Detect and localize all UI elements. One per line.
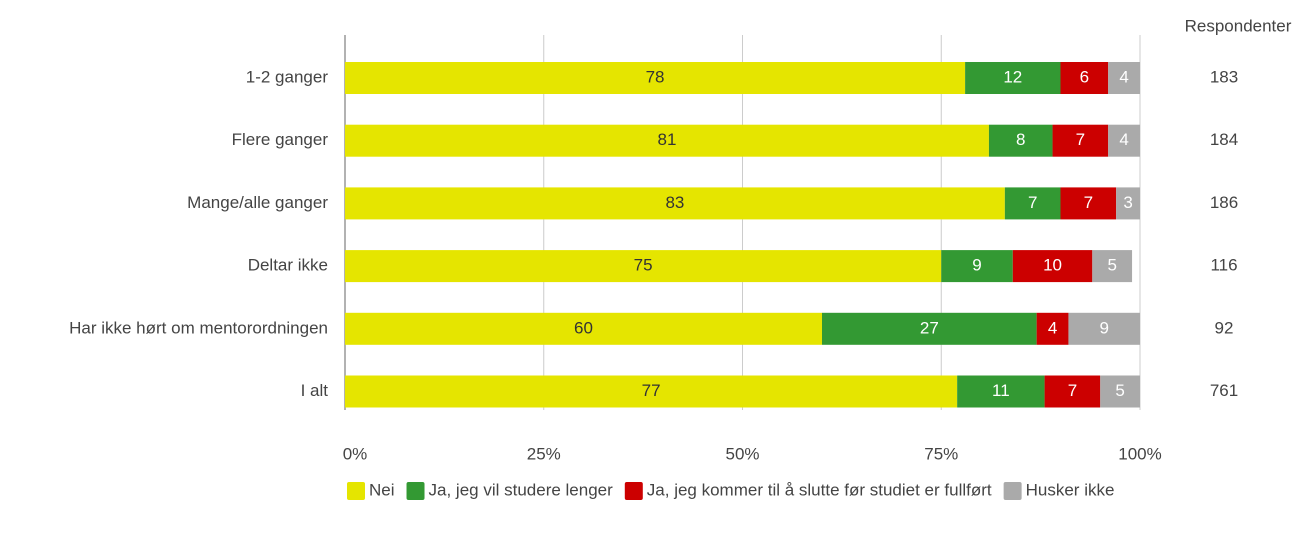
bar-segment (1036, 312, 1069, 345)
data-label: 9 (972, 256, 981, 275)
bar-segment (1108, 124, 1140, 157)
data-label: 12 (1003, 67, 1022, 86)
respondents-value: 116 (1210, 256, 1237, 275)
data-label: 5 (1107, 256, 1116, 275)
bar-segment (1068, 312, 1140, 345)
x-tick-label: 75% (924, 444, 958, 463)
category-label: Deltar ikke (248, 256, 328, 275)
bar-segment (941, 250, 1013, 283)
data-label: 9 (1099, 318, 1108, 337)
bar-segment (1092, 250, 1133, 283)
data-label: 4 (1048, 318, 1057, 337)
respondents-value: 183 (1210, 67, 1238, 86)
bar-segment (822, 312, 1037, 345)
legend-label: Ja, jeg vil studere lenger (429, 480, 614, 499)
legend-swatch (347, 482, 365, 500)
category-label: Har ikke hørt om mentorordningen (69, 318, 328, 337)
bar-segment (1060, 62, 1109, 94)
x-tick-label: 100% (1118, 444, 1161, 463)
x-tick-label: 50% (725, 444, 759, 463)
data-label: 6 (1080, 67, 1089, 86)
data-label: 3 (1123, 193, 1132, 212)
data-label: 7 (1076, 130, 1085, 149)
legend-swatch (406, 482, 425, 500)
data-label: 7 (1028, 193, 1037, 212)
category-label: Mange/alle ganger (187, 193, 328, 212)
respondents-value: 186 (1210, 193, 1238, 212)
bar-segment (345, 312, 822, 345)
data-label: 83 (665, 193, 684, 212)
bar-segment (345, 250, 942, 283)
data-label: 7 (1084, 193, 1093, 212)
category-label: 1-2 ganger (246, 67, 329, 86)
data-label: 5 (1115, 381, 1124, 400)
data-label: 77 (642, 381, 661, 400)
legend-label: Ja, jeg kommer til å slutte før studiet … (647, 480, 992, 499)
bar-segment (345, 187, 1005, 220)
bar-segment (1004, 187, 1061, 220)
bar-segment (1012, 250, 1093, 283)
bar-segment (345, 375, 958, 408)
bar-segment (1044, 375, 1101, 408)
x-tick-label: 0% (343, 444, 368, 463)
data-label: 7 (1068, 381, 1077, 400)
legend-swatch (1003, 482, 1022, 500)
data-label: 81 (658, 130, 677, 149)
bar-segment (1108, 62, 1140, 94)
data-label: 75 (634, 256, 653, 275)
bar-segment (965, 62, 1061, 94)
category-label: Flere ganger (232, 130, 329, 149)
data-label: 4 (1119, 130, 1128, 149)
bar-segment (957, 375, 1045, 408)
data-label: 10 (1043, 256, 1062, 275)
data-label: 78 (646, 67, 665, 86)
respondents-value: 184 (1210, 130, 1238, 149)
bar-segment (1052, 124, 1109, 157)
legend-swatch (624, 482, 643, 500)
respondents-value: 92 (1215, 318, 1234, 337)
legend-label: Nei (369, 480, 395, 499)
data-label: 60 (574, 318, 593, 337)
bar-segment (1060, 187, 1117, 220)
data-label: 8 (1016, 130, 1025, 149)
data-label: 4 (1119, 67, 1128, 86)
category-label: I alt (301, 381, 329, 400)
respondents-value: 761 (1210, 381, 1238, 400)
bar-segment (1116, 187, 1140, 220)
legend-label: Husker ikke (1026, 480, 1115, 499)
data-label: 11 (992, 381, 1010, 400)
bar-segment (345, 62, 966, 94)
x-tick-label: 25% (527, 444, 561, 463)
data-label: 27 (920, 318, 939, 337)
bar-segment (345, 124, 989, 157)
bar-segment (988, 124, 1053, 157)
bar-segment (1100, 375, 1140, 408)
respondents-title: Respondenter (1185, 16, 1292, 35)
